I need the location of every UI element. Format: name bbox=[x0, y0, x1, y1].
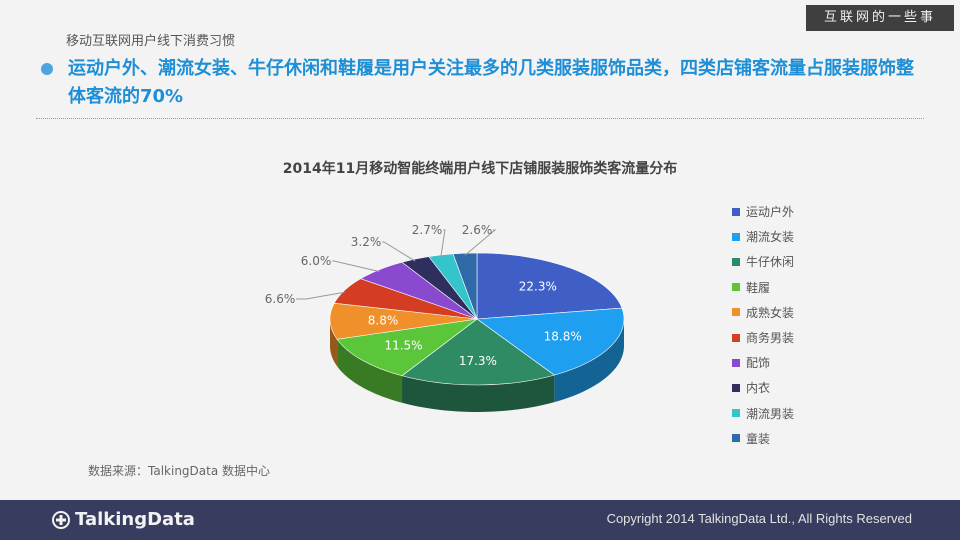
legend-label: 潮流女装 bbox=[746, 230, 795, 245]
legend-item: 运动户外 bbox=[732, 199, 794, 224]
legend-item: 牛仔休闲 bbox=[732, 249, 794, 274]
legend-label: 童装 bbox=[746, 431, 771, 446]
legend-label: 配饰 bbox=[746, 356, 771, 371]
legend-swatch bbox=[732, 409, 740, 418]
slice-label-1: 22.3% bbox=[519, 280, 557, 294]
section-label: 移动互联网用户线下消费习惯 bbox=[66, 34, 236, 49]
legend-swatch bbox=[732, 383, 740, 392]
headline: 运动户外、潮流女装、牛仔休闲和鞋履是用户关注最多的几类服装服饰品类，四类店铺客流… bbox=[68, 58, 914, 107]
divider bbox=[36, 118, 924, 119]
legend-item: 潮流男装 bbox=[732, 401, 794, 426]
legend-item: 配饰 bbox=[732, 350, 794, 375]
legend-swatch bbox=[732, 257, 740, 266]
legend-item: 鞋履 bbox=[732, 275, 794, 300]
pie-slice-2 bbox=[476, 307, 625, 376]
copyright-text: Copyright 2014 TalkingData Ltd., All Rig… bbox=[606, 511, 912, 526]
slice-label-5: 8.8% bbox=[368, 314, 399, 328]
legend-swatch bbox=[732, 434, 740, 443]
talkingdata-logo-icon bbox=[52, 510, 70, 529]
slice-label-6: 6.6% bbox=[265, 292, 296, 306]
legend-label: 鞋履 bbox=[746, 280, 771, 295]
chart-title: 2014年11月移动智能终端用户线下店铺服装服饰类客流量分布 bbox=[282, 161, 678, 177]
brand-logo: TalkingData bbox=[52, 509, 195, 530]
legend-swatch bbox=[732, 283, 740, 292]
slice-label-10: 2.6% bbox=[462, 223, 493, 237]
legend-item: 成熟女装 bbox=[732, 300, 794, 325]
slice-label-2: 18.8% bbox=[544, 329, 582, 343]
pie-side-5 bbox=[330, 319, 338, 367]
legend-label: 成熟女装 bbox=[746, 305, 795, 320]
pie-slice-1 bbox=[476, 252, 623, 320]
pie-side-3 bbox=[402, 375, 555, 412]
site-badge: 互联网的一些事 bbox=[806, 5, 954, 31]
slice-label-8: 3.2% bbox=[351, 235, 382, 249]
legend-item: 商务男装 bbox=[732, 325, 794, 350]
legend-item: 内衣 bbox=[732, 375, 794, 400]
pie-slice-3 bbox=[401, 318, 556, 386]
pie-slices bbox=[329, 252, 625, 386]
pie-side-2 bbox=[554, 319, 624, 403]
leader-line-10 bbox=[464, 229, 497, 256]
legend-swatch bbox=[732, 358, 740, 367]
pie-labels: 22.3% 18.8% 17.3% 11.5% 8.8% 6.6% 6.0% 3.2% 2.7%… bbox=[265, 223, 582, 368]
legend-item: 童装 bbox=[732, 426, 794, 451]
legend-label: 潮流男装 bbox=[746, 406, 795, 421]
bullet-icon bbox=[41, 63, 53, 75]
brand-name: TalkingData bbox=[75, 509, 195, 530]
legend-swatch bbox=[732, 232, 740, 241]
slice-label-7: 6.0% bbox=[301, 254, 332, 268]
legend-swatch bbox=[732, 207, 740, 216]
footer-bar: TalkingData Copyright 2014 TalkingData L… bbox=[0, 500, 960, 540]
leader-line-7 bbox=[332, 260, 380, 273]
pie-slice-4 bbox=[336, 318, 478, 377]
slice-label-3: 17.3% bbox=[459, 354, 497, 368]
chart-legend: 运动户外潮流女装牛仔休闲鞋履成熟女装商务男装配饰内衣潮流男装童装 bbox=[732, 199, 794, 451]
legend-item: 潮流女装 bbox=[732, 224, 794, 249]
leader-line-6 bbox=[296, 291, 345, 300]
legend-label: 商务男装 bbox=[746, 331, 795, 346]
data-source: 数据来源：TalkingData 数据中心 bbox=[88, 464, 271, 478]
legend-label: 运动户外 bbox=[746, 205, 795, 220]
legend-swatch bbox=[732, 308, 740, 317]
slice-label-9: 2.7% bbox=[412, 223, 443, 237]
pie-slice-10 bbox=[452, 252, 478, 320]
pie-slice-5 bbox=[329, 302, 478, 340]
pie-sides bbox=[330, 319, 624, 412]
slice-label-4: 11.5% bbox=[384, 338, 422, 352]
legend-label: 牛仔休闲 bbox=[746, 255, 795, 270]
legend-swatch bbox=[732, 333, 740, 342]
legend-label: 内衣 bbox=[746, 381, 771, 396]
leader-line-8 bbox=[382, 241, 416, 262]
leader-line-9 bbox=[440, 229, 446, 258]
